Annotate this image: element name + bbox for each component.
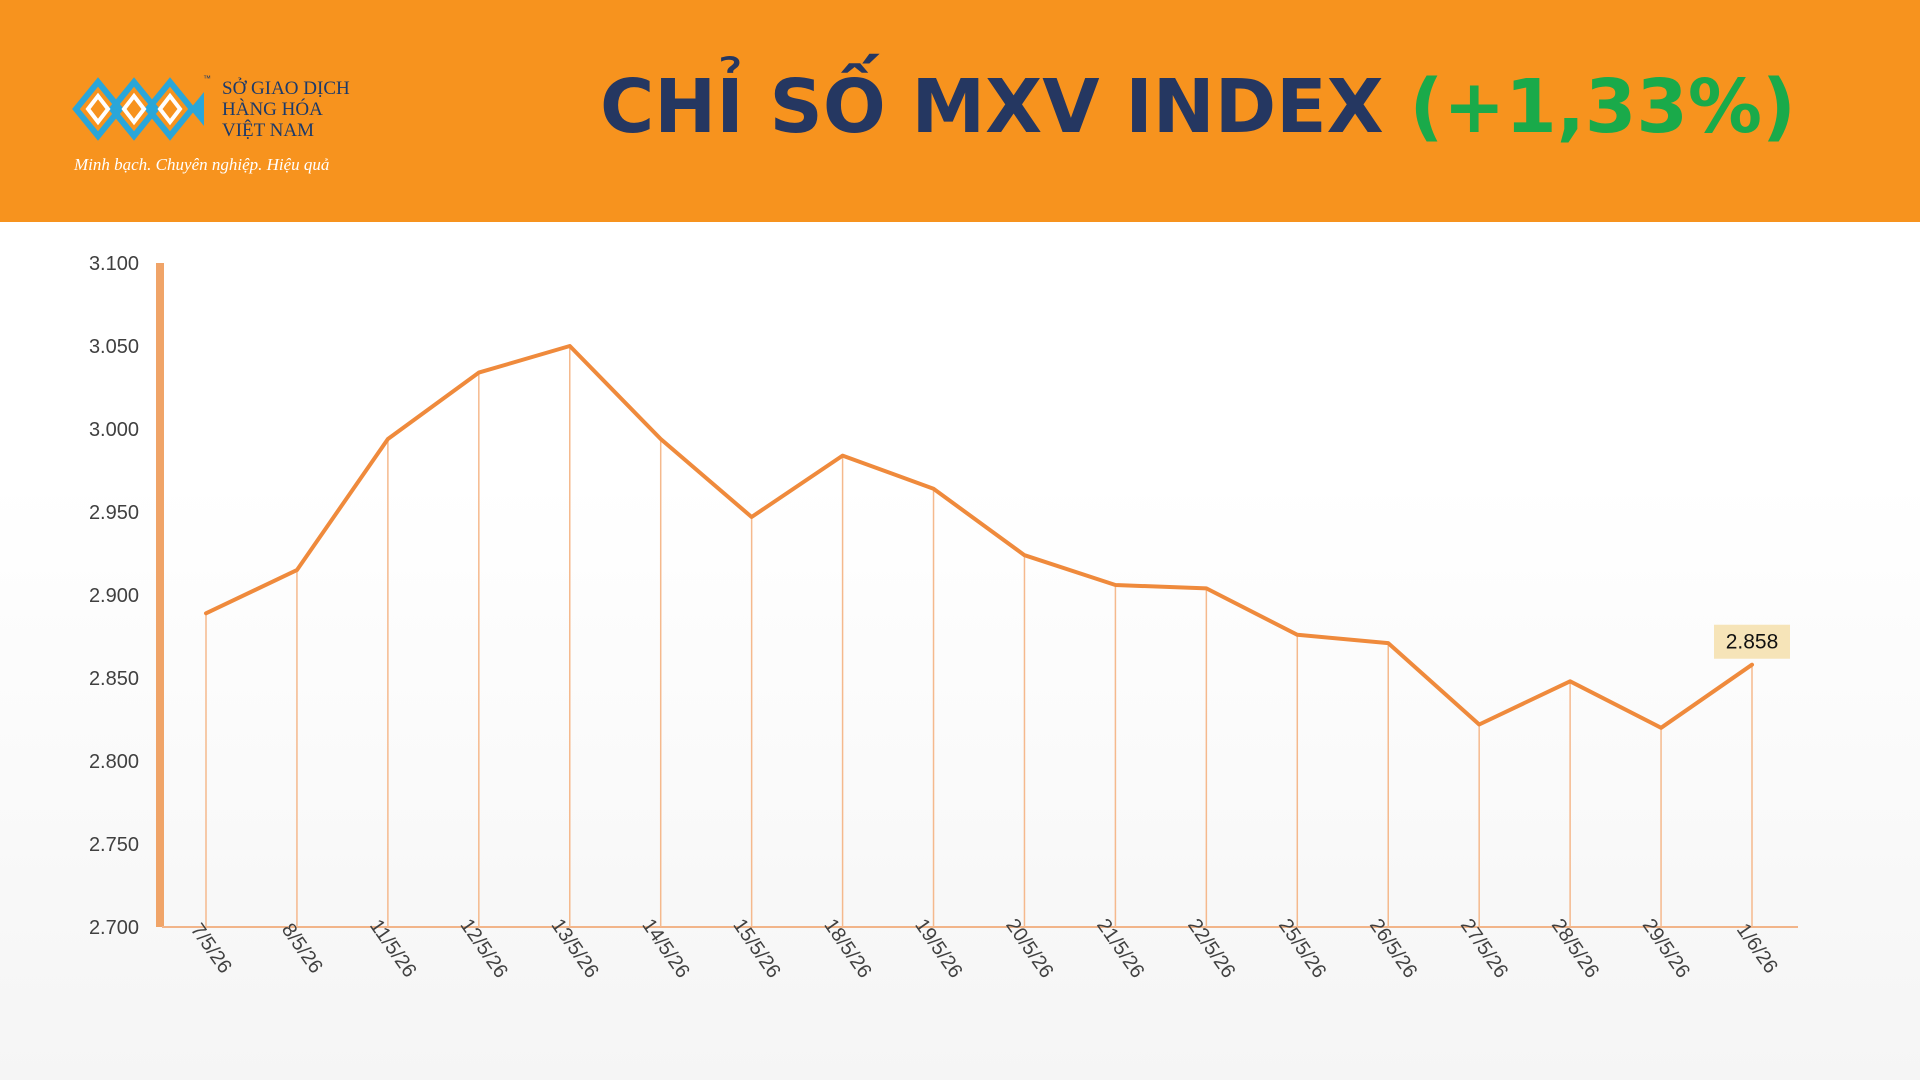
x-tick-label: 20/5/26 (1001, 915, 1057, 982)
y-tick-label: 3.050 (89, 336, 139, 358)
x-tick-label: 14/5/26 (637, 915, 693, 982)
series-line (204, 344, 1754, 730)
plot-background (0, 222, 1920, 1080)
header-banner: ™ SỞ GIAO DỊCH HÀNG HÓA VIỆT NAM Minh bạ… (0, 0, 1920, 222)
x-tick-label: 25/5/26 (1274, 915, 1330, 982)
x-tick-label: 18/5/26 (819, 915, 875, 982)
x-tick-label: 11/5/26 (365, 916, 420, 982)
y-tick-label: 3.100 (89, 253, 139, 275)
vnx-logo: ™ SỞ GIAO DỊCH HÀNG HÓA VIỆT NAM Minh bạ… (72, 70, 372, 180)
x-tick-label: 19/5/26 (910, 915, 966, 982)
logo-text-line-2: HÀNG HÓA (222, 99, 323, 120)
x-tick-label: 28/5/26 (1547, 915, 1603, 982)
x-tick-label: 21/5/26 (1092, 915, 1148, 982)
page-title: CHỈ SỐ MXV INDEX (+1,33%) (600, 62, 1796, 152)
y-axis-line (156, 263, 164, 927)
y-tick-label: 2.800 (89, 751, 139, 773)
trademark-symbol: ™ (203, 74, 211, 83)
logo-text-line-1: SỞ GIAO DỊCH (222, 78, 350, 99)
y-tick-label: 3.000 (89, 419, 139, 441)
x-tick-label: 29/5/26 (1638, 915, 1694, 982)
x-tick-label: 12/5/26 (456, 915, 512, 982)
last-value-label: 2.858 (1726, 631, 1779, 654)
x-tick-label: 27/5/26 (1456, 915, 1512, 982)
last-value-label-bg (1714, 624, 1790, 659)
logo-slogan: Minh bạch. Chuyên nghiệp. Hiệu quả (74, 155, 330, 174)
y-tick-label: 2.750 (89, 834, 139, 856)
logo-text-line-3: VIỆT NAM (222, 120, 315, 141)
y-tick-label: 2.950 (89, 502, 139, 524)
x-tick-label: 22/5/26 (1183, 915, 1239, 982)
y-tick-label: 2.900 (89, 585, 139, 607)
title-change-percent: (+1,33%) (1409, 64, 1796, 150)
y-tick-label: 2.850 (89, 668, 139, 690)
x-tick-label: 7/5/26 (186, 919, 236, 977)
x-tick-label: 1/6/26 (1732, 919, 1782, 977)
y-tick-label: 2.700 (89, 917, 139, 939)
x-tick-label: 15/5/26 (728, 915, 784, 982)
title-main: CHỈ SỐ MXV INDEX (600, 64, 1410, 150)
x-tick-label: 8/5/26 (277, 919, 327, 977)
vnx-logo-icon (72, 77, 204, 141)
x-tick-label: 13/5/26 (547, 915, 603, 982)
x-tick-label: 26/5/26 (1365, 915, 1421, 982)
